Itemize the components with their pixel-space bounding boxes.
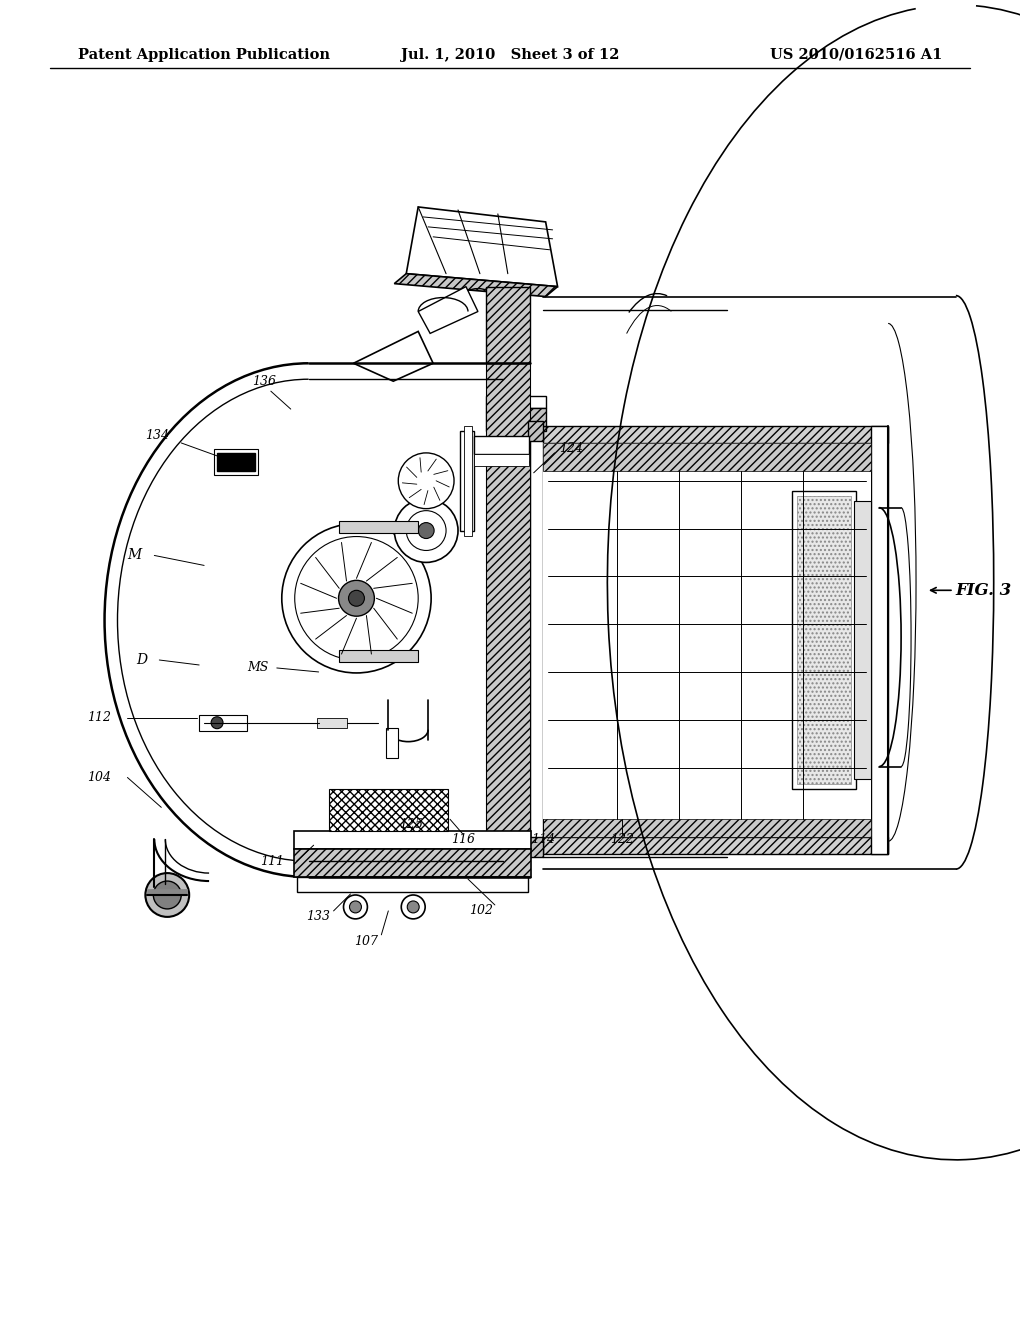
Bar — [486, 408, 546, 426]
Circle shape — [145, 873, 189, 917]
Circle shape — [418, 523, 434, 539]
Bar — [516, 286, 522, 426]
Text: 114: 114 — [530, 833, 555, 846]
Polygon shape — [418, 286, 478, 334]
Circle shape — [154, 880, 181, 909]
Bar — [294, 832, 530, 849]
Polygon shape — [854, 500, 871, 780]
Polygon shape — [394, 273, 558, 297]
Polygon shape — [486, 363, 529, 876]
Bar — [329, 789, 449, 832]
Circle shape — [401, 895, 425, 919]
Text: US 2010/0162516 A1: US 2010/0162516 A1 — [770, 48, 942, 62]
Circle shape — [407, 511, 446, 550]
Text: 107: 107 — [354, 936, 379, 948]
Text: Patent Application Publication: Patent Application Publication — [78, 48, 330, 62]
Polygon shape — [543, 444, 871, 471]
Circle shape — [527, 260, 548, 280]
Bar — [500, 286, 529, 432]
Polygon shape — [797, 496, 851, 784]
Bar — [792, 491, 856, 789]
Bar — [339, 520, 418, 532]
Polygon shape — [529, 837, 888, 854]
Polygon shape — [527, 421, 543, 441]
Bar — [214, 449, 258, 475]
Circle shape — [339, 581, 375, 616]
Circle shape — [398, 453, 454, 508]
Bar — [316, 718, 346, 727]
Text: 116: 116 — [451, 833, 475, 846]
Polygon shape — [486, 281, 546, 286]
Polygon shape — [527, 837, 543, 857]
Polygon shape — [486, 286, 529, 363]
Bar — [474, 436, 528, 454]
Text: Jul. 1, 2010   Sheet 3 of 12: Jul. 1, 2010 Sheet 3 of 12 — [400, 48, 620, 62]
Text: 112: 112 — [87, 711, 112, 725]
Text: D: D — [136, 653, 147, 667]
Circle shape — [394, 499, 458, 562]
Bar — [217, 453, 255, 471]
Polygon shape — [543, 820, 871, 837]
Bar — [474, 454, 528, 466]
Circle shape — [343, 895, 368, 919]
Polygon shape — [529, 426, 543, 854]
Circle shape — [532, 265, 543, 275]
Bar — [486, 396, 546, 408]
Circle shape — [408, 902, 419, 913]
Bar — [508, 286, 520, 426]
Text: 111: 111 — [260, 854, 284, 867]
Circle shape — [508, 257, 531, 281]
Bar — [486, 273, 546, 281]
Text: FIG. 3: FIG. 3 — [955, 582, 1012, 599]
Circle shape — [211, 717, 223, 729]
Text: 122: 122 — [610, 833, 634, 846]
Text: 125: 125 — [399, 818, 423, 830]
Bar — [464, 426, 472, 536]
Polygon shape — [294, 849, 530, 876]
Bar — [460, 432, 474, 531]
Text: 136: 136 — [252, 375, 275, 388]
Bar — [339, 649, 418, 663]
Polygon shape — [147, 888, 187, 895]
Text: MS: MS — [248, 661, 269, 675]
Circle shape — [295, 536, 418, 660]
Polygon shape — [529, 426, 888, 444]
Bar — [199, 714, 247, 731]
Polygon shape — [871, 426, 888, 854]
Bar — [386, 727, 398, 758]
Polygon shape — [407, 207, 558, 286]
Circle shape — [514, 264, 525, 276]
Polygon shape — [486, 426, 546, 432]
Text: M: M — [127, 548, 141, 562]
Polygon shape — [353, 331, 433, 381]
Text: 104: 104 — [87, 771, 112, 784]
Circle shape — [282, 524, 431, 673]
Bar — [297, 876, 527, 892]
Text: 134: 134 — [145, 429, 169, 442]
Circle shape — [349, 902, 361, 913]
Text: 133: 133 — [306, 911, 331, 924]
Circle shape — [348, 590, 365, 606]
Text: 102: 102 — [469, 904, 493, 917]
Text: 124: 124 — [559, 442, 584, 455]
Bar — [543, 444, 871, 837]
